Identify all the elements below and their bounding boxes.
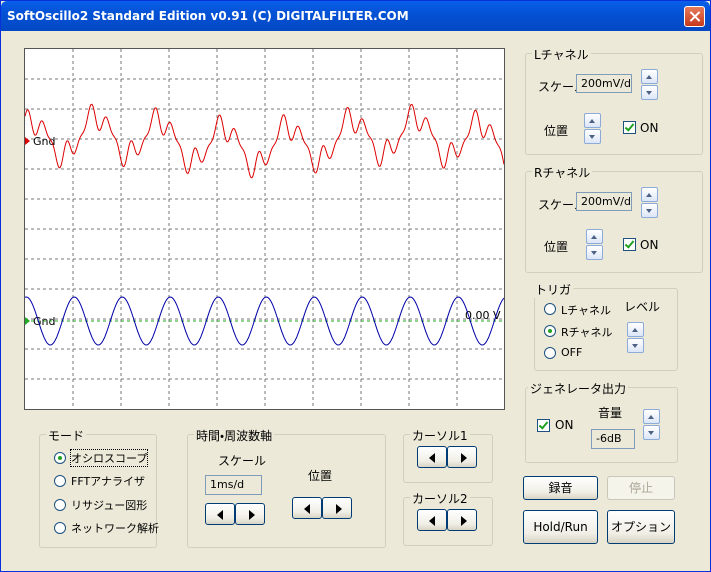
label: スケール — [538, 80, 587, 94]
position-spinner[interactable] — [584, 113, 601, 145]
trigger-level-label: 0.00 V — [465, 309, 501, 322]
radio[interactable] — [54, 475, 66, 487]
left-button[interactable] — [417, 509, 447, 531]
radio[interactable] — [54, 499, 66, 511]
right-button[interactable] — [235, 503, 265, 525]
label: 音量 — [598, 406, 623, 420]
on-checkbox[interactable] — [623, 238, 636, 251]
volume-spinner[interactable] — [643, 409, 660, 441]
r-ground-marker — [25, 317, 30, 325]
volume-field[interactable]: -6dB — [591, 429, 635, 449]
label: 位置 — [544, 124, 569, 138]
options-button[interactable]: オプション — [607, 510, 675, 544]
scale-spinner[interactable] — [641, 187, 658, 219]
trigger-group: トリガ Lチャネル Rチャネル OFF レベル — [533, 281, 678, 371]
mode-group: モード オシロスコープ FFTアナライザ リサジュー図形 ネットワーク解析 — [39, 427, 159, 548]
position-spinner[interactable] — [586, 229, 603, 261]
label: Lチャネル — [561, 304, 612, 317]
stop-button[interactable]: 停止 — [607, 476, 675, 500]
record-button[interactable]: 録音 — [523, 476, 598, 500]
scope-svg: Gnd Gnd 0.00 V — [25, 49, 504, 409]
l-channel-group: Lチャネル スケール 200mV/d 位置 ON — [525, 46, 703, 155]
radio[interactable] — [54, 522, 66, 534]
label: OFF — [561, 346, 583, 359]
close-button[interactable] — [684, 6, 705, 27]
on-checkbox[interactable] — [537, 419, 550, 432]
label: リサジュー図形 — [71, 499, 148, 512]
label: 位置 — [544, 240, 569, 254]
label: ON — [640, 238, 659, 252]
window-title: SoftOscillo2 Standard Edition v0.91 (C) … — [7, 9, 409, 23]
scale-spinner[interactable] — [641, 69, 658, 101]
group-title: カーソル2 — [410, 490, 470, 507]
scope-display: Gnd Gnd 0.00 V — [24, 48, 505, 410]
scale-field[interactable]: 200mV/d — [576, 192, 632, 211]
l-ground-marker — [25, 137, 30, 145]
cursor1-group: カーソル1 — [403, 427, 493, 483]
left-button[interactable] — [417, 446, 447, 468]
label: スケール — [218, 454, 267, 468]
hold-run-button[interactable]: Hold/Run — [523, 510, 598, 544]
level-spinner[interactable] — [627, 322, 644, 354]
radio[interactable] — [544, 347, 556, 359]
scale-field[interactable]: 200mV/d — [576, 74, 632, 93]
right-button[interactable] — [322, 497, 352, 519]
label: スケール — [538, 198, 587, 212]
radio[interactable] — [54, 452, 66, 464]
label: ON — [555, 418, 574, 432]
group-title: 時間・周波数軸 — [194, 427, 275, 444]
radio[interactable] — [544, 303, 556, 315]
radio[interactable] — [544, 325, 556, 337]
r-channel-group: Rチャネル スケール 200mV/d 位置 ON — [525, 164, 703, 273]
label: ON — [640, 121, 659, 135]
generator-group: ジェネレータ出力 ON 音量 -6dB — [525, 380, 678, 463]
l-trace — [25, 103, 504, 179]
group-title: Lチャネル — [532, 46, 591, 63]
group-title: トリガ — [533, 281, 574, 298]
label: レベル — [624, 300, 661, 314]
label: FFTアナライザ — [71, 475, 145, 488]
title-bar: SoftOscillo2 Standard Edition v0.91 (C) … — [1, 1, 710, 31]
right-button[interactable] — [447, 509, 477, 531]
left-button[interactable] — [205, 503, 235, 525]
group-title: モード — [46, 427, 87, 444]
label: Rチャネル — [561, 326, 613, 339]
label: オシロスコープ — [69, 449, 149, 467]
left-button[interactable] — [292, 497, 322, 519]
cursor2-group: カーソル2 — [403, 490, 493, 546]
group-title: Rチャネル — [532, 164, 593, 181]
label: ネットワーク解析 — [71, 522, 159, 535]
scale-field[interactable]: 1ms/d — [205, 475, 262, 495]
r-trace — [25, 296, 504, 346]
right-button[interactable] — [447, 446, 477, 468]
time-axis-group: 時間・周波数軸 スケール 1ms/d 位置 — [187, 427, 386, 548]
label: 位置 — [308, 469, 333, 483]
on-checkbox[interactable] — [623, 121, 636, 134]
group-title: ジェネレータ出力 — [528, 380, 629, 397]
group-title: カーソル1 — [410, 427, 470, 444]
